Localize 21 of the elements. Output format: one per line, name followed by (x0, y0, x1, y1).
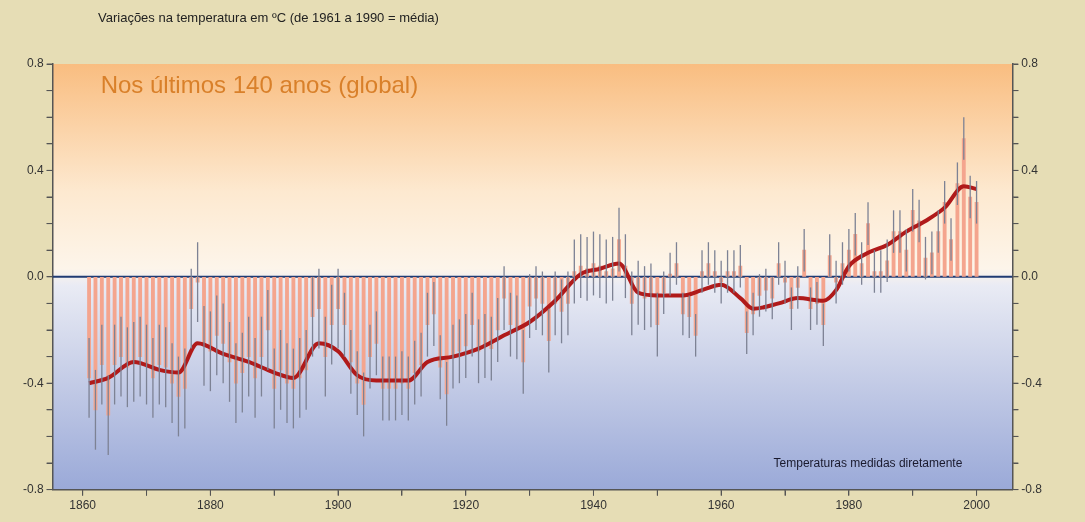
annotation: Temperaturas medidas diretamente (773, 455, 963, 470)
x-tick-label: 1980 (835, 498, 863, 513)
y2-tick-label: -0.4 (1021, 375, 1043, 390)
y-tick-label: 0.4 (26, 162, 44, 177)
y2-tick-label: 0.8 (1021, 56, 1039, 71)
annotation: Nos últimos 140 anos (global) (100, 70, 419, 98)
chart-title: Variações na temperatura em ºC (de 1961 a 1990 = média) (98, 10, 439, 25)
x-tick-label: 1960 (707, 498, 735, 513)
x-tick-label: 1880 (197, 498, 225, 513)
y-tick-label: 0.8 (26, 56, 44, 71)
x-tick-label: 1860 (69, 498, 97, 513)
y2-tick-label: 0.4 (1021, 162, 1039, 177)
x-tick-label: 2000 (963, 498, 991, 513)
y2-tick-label: 0.0 (1021, 269, 1039, 284)
x-tick-label: 1920 (452, 498, 480, 513)
y-tick-label: 0.0 (26, 269, 44, 284)
x-tick-label: 1900 (324, 498, 352, 513)
y-tick-label: -0.4 (22, 375, 44, 390)
x-tick-label: 1940 (580, 498, 608, 513)
y2-tick-label: -0.8 (1021, 481, 1043, 496)
y-tick-label: -0.8 (22, 481, 44, 496)
